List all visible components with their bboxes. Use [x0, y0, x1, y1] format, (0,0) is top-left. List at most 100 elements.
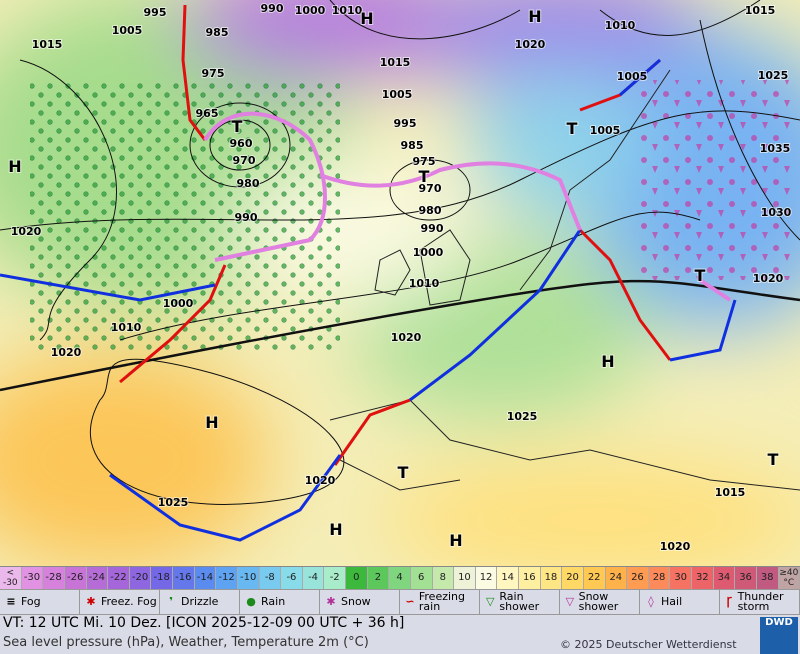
- pressure-center: H: [601, 352, 614, 371]
- isobar-label: 1005: [590, 124, 621, 137]
- weather-item: ∽Freezing rain: [400, 590, 480, 614]
- logo: DWD: [760, 617, 798, 654]
- weather-symbol: ◊: [644, 597, 658, 607]
- isobar-label: 985: [401, 139, 424, 152]
- weather-item: ≡Fog: [0, 590, 80, 614]
- isobar-label: 1015: [745, 4, 776, 17]
- scale-cell: 28: [649, 567, 671, 589]
- weather-label: Fog: [21, 597, 41, 607]
- scale-end-top: <: [0, 568, 21, 578]
- scale-cell: -6: [281, 567, 303, 589]
- isobar-label: 1015: [715, 486, 746, 499]
- pressure-center: T: [398, 463, 409, 482]
- subtitle: Sea level pressure (hPa), Weather, Tempe…: [3, 635, 369, 650]
- pressure-center: H: [528, 7, 541, 26]
- pressure-center: T: [232, 117, 243, 136]
- scale-cell: 4: [389, 567, 411, 589]
- weather-symbol: ≡: [4, 597, 18, 607]
- weather-legend: ≡Fog✱Freez. Fog❜Drizzle●Rain✱Snow∽Freezi…: [0, 589, 800, 615]
- isobar-label: 1005: [112, 24, 143, 37]
- weather-symbol: Ꞅ: [724, 597, 735, 607]
- weather-symbol: ▽: [484, 597, 496, 607]
- weather-symbol: ✱: [324, 597, 338, 607]
- weather-label: Rain shower: [499, 592, 559, 612]
- scale-cell: 18: [541, 567, 563, 589]
- scale-cell: 38: [757, 567, 779, 589]
- weather-symbol: ∽: [404, 597, 416, 607]
- legend: <-30-30-28-26-24-22-20-18-16-14-12-10-8-…: [0, 566, 800, 654]
- scale-cell: -26: [65, 567, 87, 589]
- scale-cell: 22: [584, 567, 606, 589]
- isobar-label: 1030: [761, 206, 792, 219]
- weather-label: Snow shower: [579, 592, 639, 612]
- pressure-center: T: [419, 167, 430, 186]
- isobar-label: 965: [196, 107, 219, 120]
- isobar-label: 1010: [332, 4, 363, 17]
- weather-item: ✱Snow: [320, 590, 400, 614]
- isobar-label: 1025: [158, 496, 189, 509]
- pressure-center: T: [695, 266, 706, 285]
- isobar-label: 1005: [382, 88, 413, 101]
- valid-time: VT: 12 UTC Mi. 10 Dez. [ICON 2025-12-09 …: [3, 615, 404, 631]
- scale-cell: -2: [324, 567, 346, 589]
- scale-cell: 24: [606, 567, 628, 589]
- isobar-label: 980: [419, 204, 442, 217]
- scale-cell: -20: [130, 567, 152, 589]
- weather-label: Hail: [661, 597, 682, 607]
- isobar-label: 975: [202, 67, 225, 80]
- isobar-label: 1010: [111, 321, 142, 334]
- isobar-label: 1020: [753, 272, 784, 285]
- weather-label: Freez. Fog: [101, 597, 157, 607]
- isobar-label: 985: [206, 26, 229, 39]
- scale-cell: -8: [260, 567, 282, 589]
- scale-cell: -30: [22, 567, 44, 589]
- weather-item: ●Rain: [240, 590, 320, 614]
- isobar-label: 1020: [11, 225, 42, 238]
- scale-cell: -4: [303, 567, 325, 589]
- scale-cell: 10: [454, 567, 476, 589]
- isobar-label: 1000: [163, 297, 194, 310]
- isobar-label: 990: [235, 211, 258, 224]
- isobar-label: 1020: [515, 38, 546, 51]
- isobar-label: 1020: [391, 331, 422, 344]
- scale-cell: 6: [411, 567, 433, 589]
- weather-symbol: ✱: [84, 597, 98, 607]
- weather-item: ▽Snow shower: [560, 590, 640, 614]
- scale-cell: 0: [346, 567, 368, 589]
- isobar-label: 1020: [305, 474, 336, 487]
- scale-cell: 12: [476, 567, 498, 589]
- isobar-label: 990: [261, 2, 284, 15]
- weather-label: Snow: [341, 597, 371, 607]
- weather-map: 995 990 1000 1010 H H 1015 1005 985 1015 1020 1010 1…: [0, 0, 800, 566]
- scale-cell: 36: [735, 567, 757, 589]
- scale-cell: <-30: [0, 567, 22, 589]
- scale-cell: 34: [714, 567, 736, 589]
- weather-label: Rain: [261, 597, 285, 607]
- isobar-label: 1010: [409, 277, 440, 290]
- scale-cell: 26: [627, 567, 649, 589]
- weather-symbol: ❜: [164, 597, 178, 607]
- temperature-scale: <-30-30-28-26-24-22-20-18-16-14-12-10-8-…: [0, 567, 800, 589]
- scale-cell: 32: [692, 567, 714, 589]
- pressure-center: T: [768, 450, 779, 469]
- scale-cell: -14: [195, 567, 217, 589]
- isobar-label: 995: [144, 6, 167, 19]
- pressure-center: T: [567, 119, 578, 138]
- scale-end-bottom: -30: [0, 578, 21, 588]
- isobar-label: 1025: [507, 410, 538, 423]
- isobar-label: 1025: [758, 69, 789, 82]
- scale-cell: 8: [433, 567, 455, 589]
- pressure-center: H: [329, 520, 342, 539]
- scale-end-bottom: °C: [779, 578, 800, 588]
- weather-item: ✱Freez. Fog: [80, 590, 160, 614]
- weather-symbol: ▽: [564, 597, 576, 607]
- copyright: © 2025 Deutscher Wetterdienst: [560, 638, 737, 651]
- isobar-label: 960: [230, 137, 253, 150]
- weather-label: Thunder storm: [738, 592, 799, 612]
- pressure-center: H: [449, 531, 462, 550]
- weather-label: Drizzle: [181, 597, 218, 607]
- pressure-center: H: [8, 157, 21, 176]
- pressure-center: H: [205, 413, 218, 432]
- scale-cell: 20: [562, 567, 584, 589]
